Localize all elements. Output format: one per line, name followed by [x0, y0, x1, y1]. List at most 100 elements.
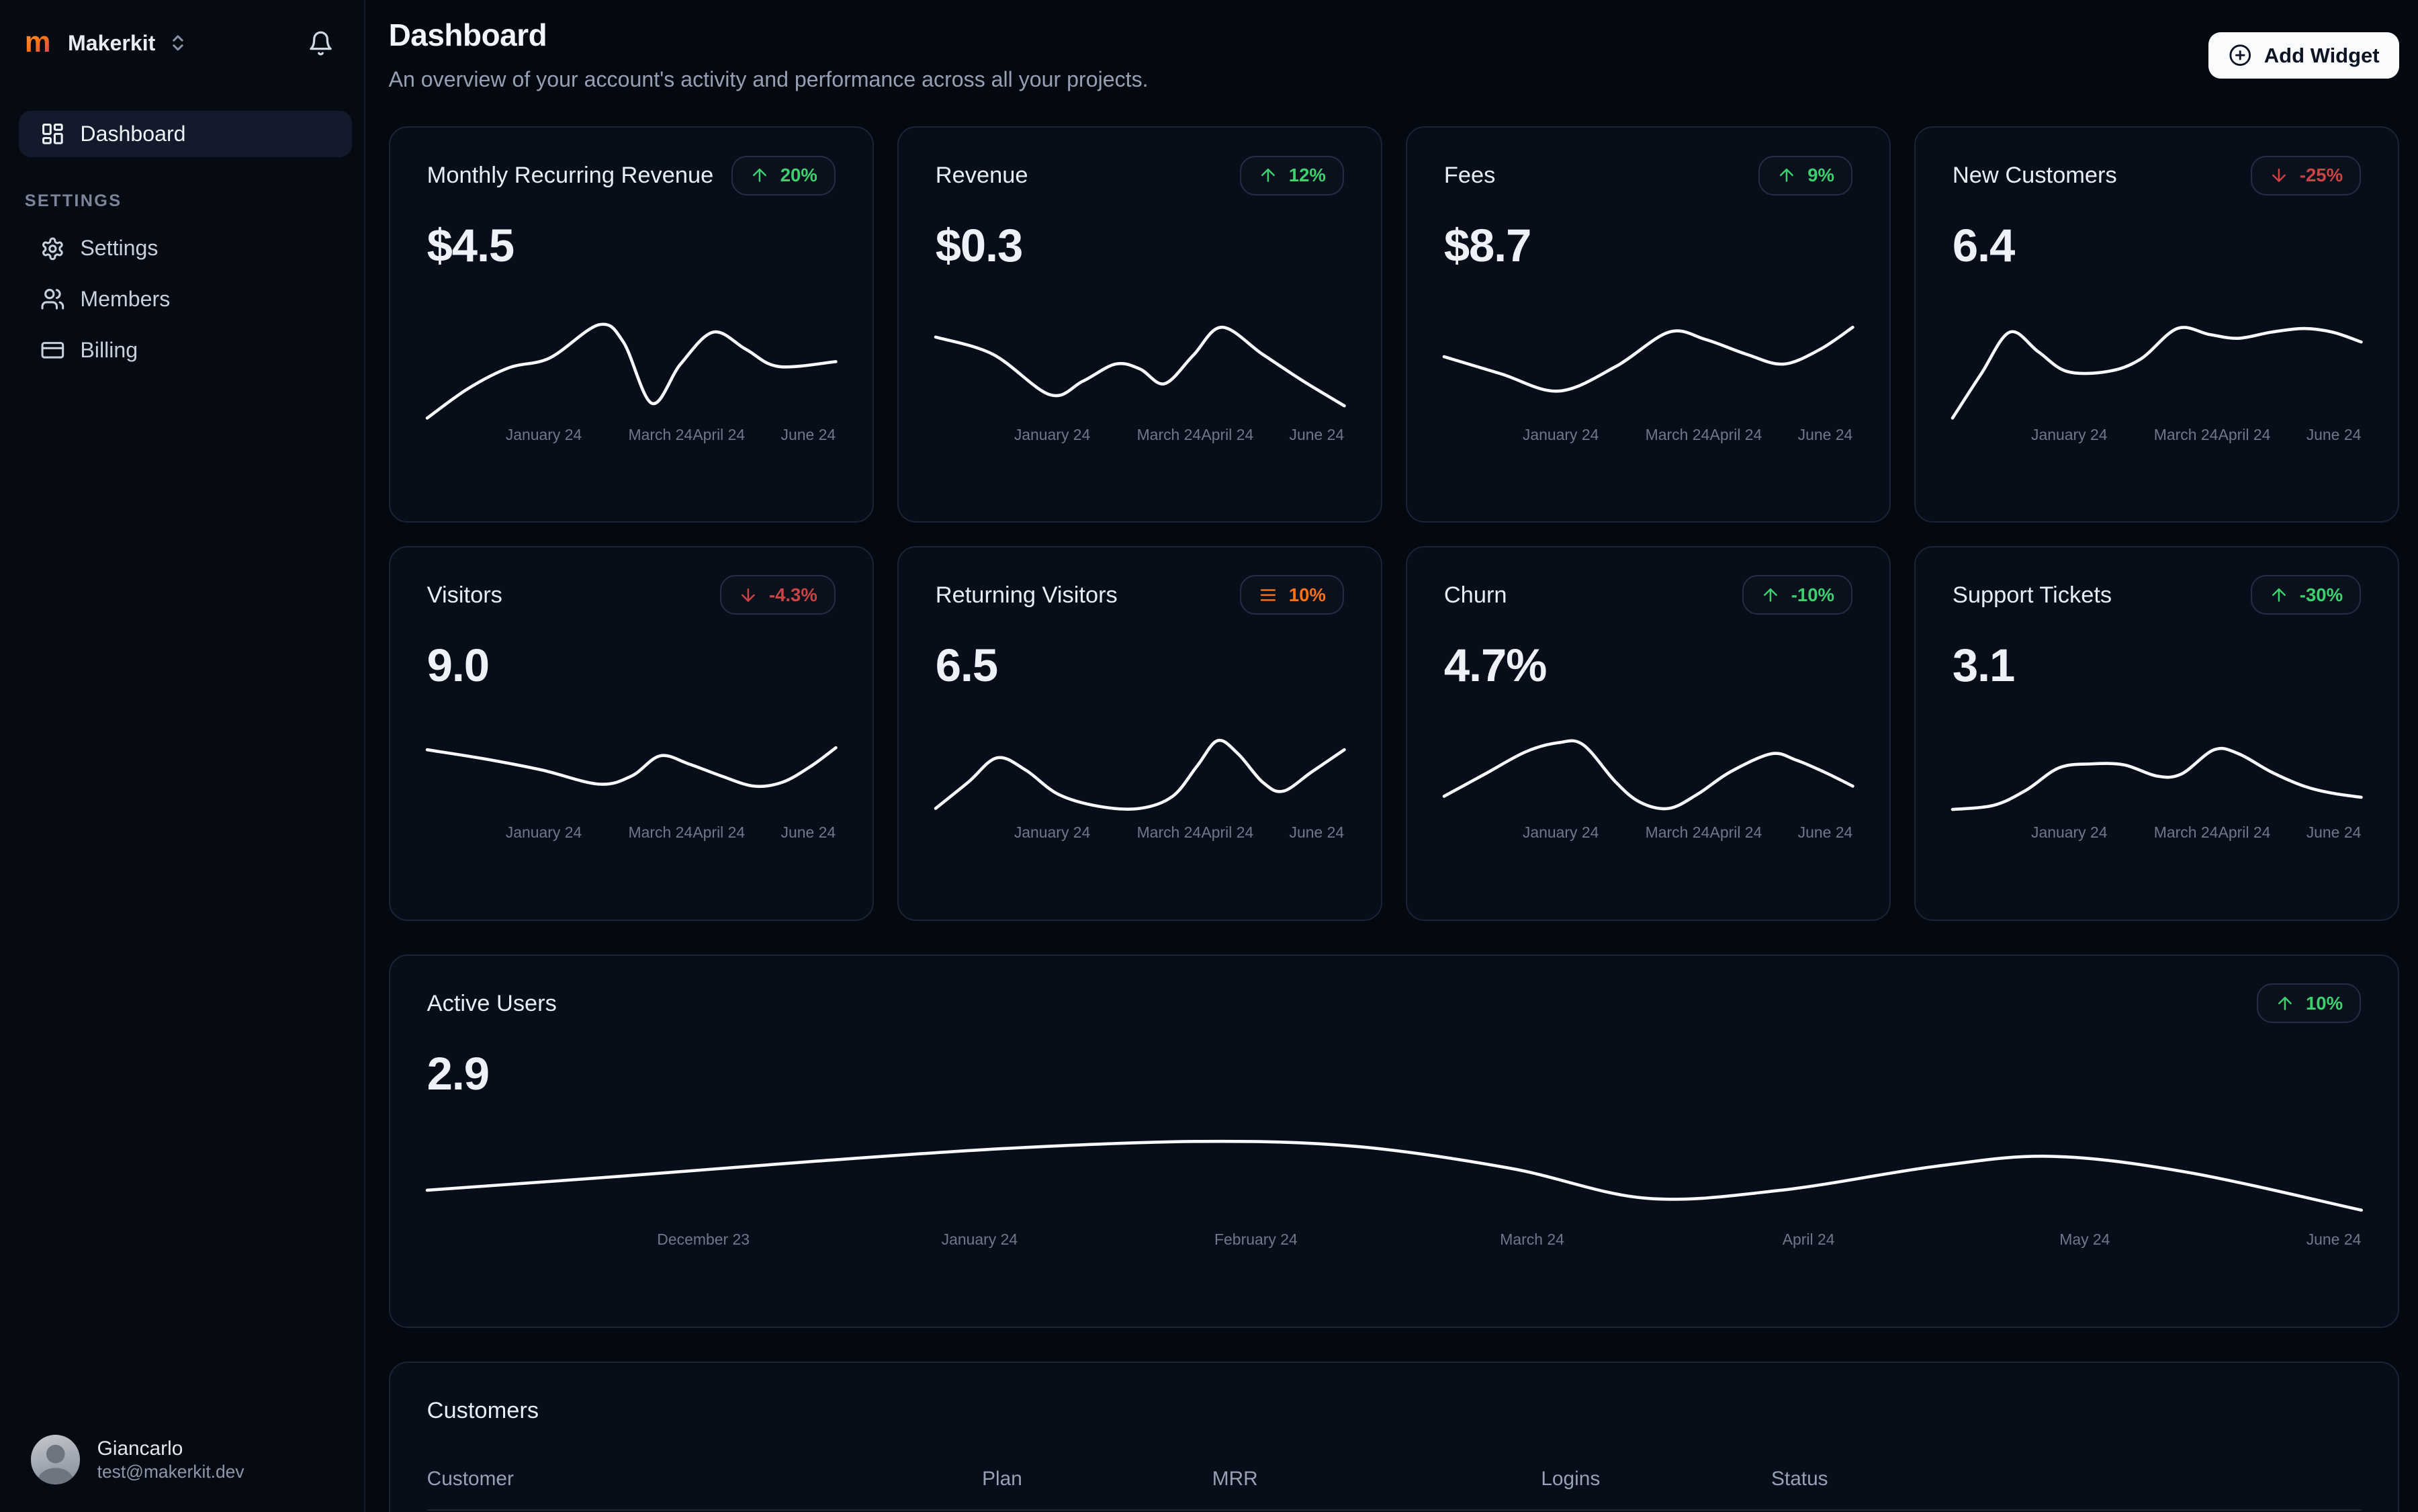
trend-value: -4.3%	[768, 584, 817, 605]
card-title: Active Users	[427, 991, 557, 1017]
sidebar-item-billing[interactable]: Billing	[19, 325, 352, 376]
workspace-selector[interactable]: m Makerkit	[25, 27, 188, 58]
metric-card: Fees 9% $8.7 January 24 March 24 April 24 J…	[1405, 126, 1891, 523]
axis-label: January 24	[1522, 824, 1599, 842]
arrow-up-icon	[2272, 588, 2286, 602]
card-title: Support Tickets	[1952, 582, 2112, 608]
avatar	[30, 1435, 81, 1484]
card-title: New Customers	[1952, 163, 2117, 189]
sidebar-item-dashboard[interactable]: Dashboard	[18, 111, 352, 158]
card-value: 6.4	[1952, 220, 2015, 272]
axis-label: March 24	[1645, 824, 1710, 842]
chart-axis: December 23 January 24 February 24 March 24…	[427, 1231, 2361, 1249]
chart-axis: January 24 March 24 April 24 June 24	[427, 426, 836, 445]
card-title: Churn	[1443, 582, 1507, 608]
arrow-up-icon	[1261, 169, 1275, 182]
axis-label: June 24	[1289, 824, 1345, 842]
sparkline-chart: January 24 March 24 April 24 June 24	[936, 285, 1344, 491]
card-header: Active Users 10%	[427, 983, 2362, 1024]
column-header-mrr: MRR	[1212, 1468, 1258, 1491]
trend-badge: -30%	[2250, 575, 2362, 615]
metric-card: New Customers -25% 6.4 January 24 March 2…	[1914, 126, 2400, 523]
add-widget-button[interactable]: Add Widget	[2208, 32, 2400, 79]
axis-label: January 24	[941, 1231, 1018, 1249]
axis-label: March 24	[1645, 425, 1710, 443]
sparkline-chart: January 24 March 24 April 24 June 24	[1953, 704, 2361, 889]
card-value: $4.5	[427, 220, 515, 272]
active-users-card: Active Users 10% 2.9 December 23 January …	[388, 954, 2400, 1328]
sidebar-settings-group: Settings Members Billing	[19, 223, 352, 375]
axis-label: June 24	[780, 824, 836, 842]
card-header: Returning Visitors 10%	[936, 575, 1345, 615]
chart-axis: January 24 March 24 April 24 June 24	[1444, 824, 1852, 842]
chart-axis: January 24 March 24 April 24 June 24	[1444, 426, 1852, 445]
metric-card: Revenue 12% $0.3 January 24 March 24 April…	[897, 126, 1383, 523]
trend-value: -25%	[2299, 165, 2343, 186]
sidebar-item-members[interactable]: Members	[19, 274, 352, 325]
gear-icon	[42, 237, 63, 260]
chart-axis: January 24 March 24 April 24 June 24	[936, 824, 1344, 842]
axis-label: March 24	[628, 425, 693, 443]
axis-label: January 24	[1522, 425, 1599, 443]
axis-label: April 24	[692, 425, 746, 443]
page-title: Dashboard	[388, 17, 547, 52]
workspace-name: Makerkit	[68, 30, 156, 55]
axis-label: June 24	[1797, 824, 1853, 842]
trend-value: 10%	[2305, 992, 2343, 1014]
users-icon	[41, 289, 64, 310]
axis-label: April 24	[2218, 425, 2271, 443]
arrow-down-icon	[2272, 169, 2286, 182]
axis-label: January 24	[1014, 824, 1091, 842]
trend-badge: 10%	[2256, 983, 2362, 1024]
sparkline-chart: January 24 March 24 April 24 June 24	[1953, 285, 2361, 491]
sparkline-chart: January 24 March 24 April 24 June 24	[936, 704, 1344, 889]
axis-label: March 24	[1136, 824, 1202, 842]
sidebar-header: m Makerkit	[0, 0, 364, 87]
trend-value: 20%	[780, 165, 817, 186]
axis-label: March 24	[2153, 425, 2219, 443]
sidebar-nav: Dashboard SETTINGS Settings Members Bill…	[0, 87, 364, 376]
trend-badge: 20%	[731, 155, 836, 195]
sidebar-item-label: Billing	[80, 337, 138, 362]
card-value: $0.3	[935, 220, 1024, 272]
card-value: 4.7%	[1443, 639, 1548, 691]
column-header-customer: Customer	[427, 1468, 514, 1491]
add-widget-label: Add Widget	[2264, 43, 2380, 67]
sparkline	[427, 300, 836, 423]
axis-label: April 24	[1201, 824, 1254, 842]
arrow-up-icon	[2278, 996, 2292, 1010]
axis-label: June 24	[2306, 425, 2362, 443]
notifications-button[interactable]	[302, 25, 339, 62]
sparkline	[427, 719, 836, 821]
card-header: New Customers -25%	[1952, 155, 2362, 195]
axis-label: January 24	[505, 824, 582, 842]
sparkline	[1444, 300, 1852, 423]
arrow-up-icon	[752, 169, 766, 182]
sparkline-chart: January 24 March 24 April 24 June 24	[427, 704, 836, 889]
sparkline	[1953, 300, 2361, 423]
axis-label: June 24	[780, 425, 836, 443]
trend-value: 10%	[1288, 584, 1326, 605]
card-header: Support Tickets -30%	[1952, 575, 2362, 615]
sparkline	[936, 719, 1344, 821]
metric-card: Monthly Recurring Revenue 20% $4.5 Janua…	[388, 126, 875, 523]
user-menu[interactable]: Giancarlo test@makerkit.dev	[0, 1435, 364, 1512]
card-value: $8.7	[1443, 220, 1532, 272]
trend-badge: 12%	[1239, 155, 1345, 195]
sidebar-item-settings[interactable]: Settings	[19, 223, 352, 274]
card-title: Monthly Recurring Revenue	[427, 163, 714, 189]
page-subtitle: An overview of your account's activity a…	[388, 67, 1149, 92]
card-header: Monthly Recurring Revenue 20%	[427, 155, 836, 195]
trend-badge: -10%	[1742, 575, 1853, 615]
metric-card: Returning Visitors 10% 6.5 January 24 Mar…	[897, 545, 1383, 921]
card-title: Revenue	[935, 163, 1028, 189]
card-value: 3.1	[1952, 639, 2015, 691]
sparkline-chart: January 24 March 24 April 24 June 24	[1444, 704, 1852, 889]
column-header-status: Status	[1771, 1468, 1828, 1491]
trend-value: -10%	[1791, 584, 1835, 605]
user-name: Giancarlo	[97, 1437, 183, 1460]
axis-label: April 24	[1709, 425, 1762, 443]
sidebar-item-label: Dashboard	[80, 122, 186, 146]
trend-badge: 10%	[1239, 575, 1345, 615]
trend-value: -30%	[2299, 584, 2343, 605]
